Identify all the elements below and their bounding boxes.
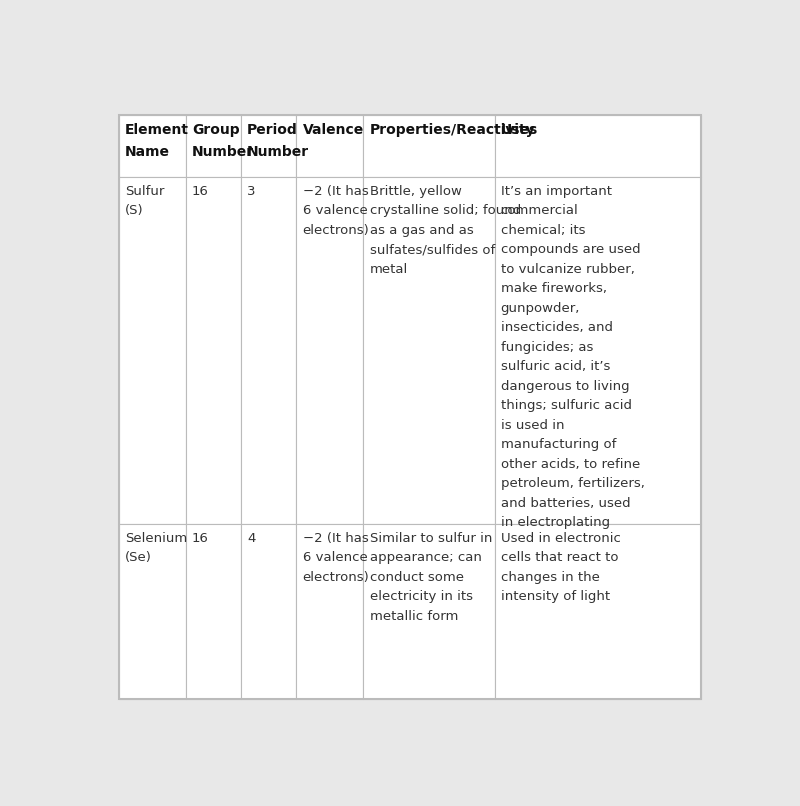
Bar — [241, 115, 296, 177]
Text: −2 (It has
6 valence
electrons): −2 (It has 6 valence electrons) — [302, 185, 370, 237]
Bar — [363, 115, 494, 177]
Text: 4: 4 — [247, 532, 255, 545]
Text: Sulfur
(S): Sulfur (S) — [125, 185, 164, 217]
Text: Valence: Valence — [302, 123, 364, 137]
Bar — [118, 115, 186, 177]
Bar — [118, 524, 186, 699]
Text: Similar to sulfur in
appearance; can
conduct some
electricity in its
metallic fo: Similar to sulfur in appearance; can con… — [370, 532, 492, 623]
Text: It’s an important
commercial
chemical; its
compounds are used
to vulcanize rubbe: It’s an important commercial chemical; i… — [501, 185, 645, 530]
Bar — [118, 177, 186, 524]
Bar — [363, 524, 494, 699]
Bar — [241, 524, 296, 699]
Text: Element
Name: Element Name — [125, 123, 189, 159]
Bar — [186, 524, 241, 699]
Text: Properties/Reactivity: Properties/Reactivity — [370, 123, 535, 137]
Bar — [494, 177, 702, 524]
Text: Period
Number: Period Number — [247, 123, 310, 159]
Bar — [363, 177, 494, 524]
Bar — [296, 524, 363, 699]
Text: Group
Number: Group Number — [192, 123, 254, 159]
Text: Selenium
(Se): Selenium (Se) — [125, 532, 187, 564]
Bar — [186, 115, 241, 177]
Bar — [494, 524, 702, 699]
Bar — [241, 177, 296, 524]
Bar — [296, 177, 363, 524]
Text: Uses: Uses — [501, 123, 538, 137]
Text: −2 (It has
6 valence
electrons): −2 (It has 6 valence electrons) — [302, 532, 370, 584]
Bar — [186, 177, 241, 524]
Text: Brittle, yellow
crystalline solid; found
as a gas and as
sulfates/sulfides of
me: Brittle, yellow crystalline solid; found… — [370, 185, 521, 276]
Bar — [296, 115, 363, 177]
Text: 16: 16 — [192, 532, 209, 545]
Bar — [494, 115, 702, 177]
Text: 16: 16 — [192, 185, 209, 197]
Text: Used in electronic
cells that react to
changes in the
intensity of light: Used in electronic cells that react to c… — [501, 532, 621, 603]
Text: 3: 3 — [247, 185, 256, 197]
